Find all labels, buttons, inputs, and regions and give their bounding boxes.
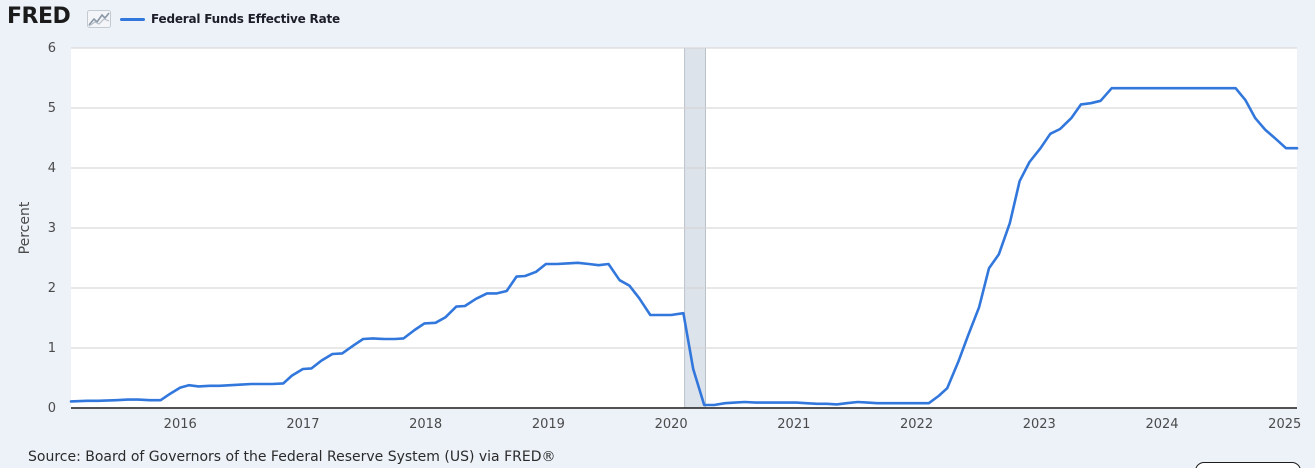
y-tick-label: 3 — [48, 221, 56, 236]
y-axis-title: Percent — [17, 201, 33, 254]
y-tick-label: 6 — [48, 41, 56, 56]
x-tick-label: 2018 — [409, 417, 442, 432]
y-tick-label: 1 — [48, 341, 56, 356]
line-chart: 0 1 2 3 4 5 6 2016 2017 2018 2019 2020 2021 2022 2023 2… — [17, 41, 1301, 432]
corner-button[interactable] — [1195, 462, 1301, 468]
x-tick-label: 2016 — [164, 417, 197, 432]
series-line[interactable] — [69, 86, 1299, 407]
y-tick-label: 5 — [48, 101, 56, 116]
x-tick-label: 2021 — [777, 417, 810, 432]
x-tick-label: 2020 — [655, 417, 688, 432]
fred-logo[interactable]: FRED — [7, 4, 71, 29]
x-tick-label: 2025 — [1268, 417, 1301, 432]
legend-swatch — [120, 17, 145, 21]
x-tick-label: 2017 — [286, 417, 319, 432]
x-tick-label: 2024 — [1145, 417, 1178, 432]
x-tick-label: 2019 — [532, 417, 565, 432]
legend-label: Federal Funds Effective Rate — [151, 12, 340, 26]
y-tick-label: 0 — [48, 401, 56, 416]
x-tick-label: 2022 — [900, 417, 933, 432]
source-note: Source: Board of Governors of the Federa… — [28, 449, 556, 465]
line-graph-icon — [87, 10, 111, 28]
y-tick-label: 2 — [48, 281, 56, 296]
x-tick-label: 2023 — [1023, 417, 1056, 432]
chart-legend: Federal Funds Effective Rate — [120, 10, 340, 28]
y-tick-label: 4 — [48, 161, 56, 176]
